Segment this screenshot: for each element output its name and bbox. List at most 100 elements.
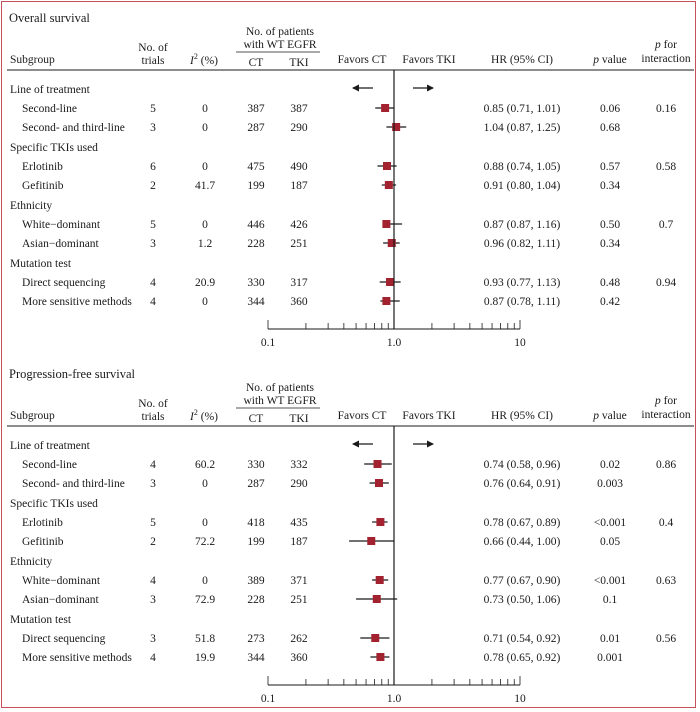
p-value: 0.06 — [600, 103, 620, 115]
i2-value: 0 — [202, 103, 208, 115]
hr-marker — [367, 537, 376, 545]
ct-value: 228 — [247, 238, 265, 250]
hr-ci-value: 0.93 (0.77, 1.13) — [484, 277, 561, 289]
i2-value: 19.9 — [195, 652, 215, 664]
group-label: Specific TKIs used — [10, 142, 98, 154]
favors-tki-arrowhead — [427, 84, 434, 92]
favors-ct-arrowhead — [352, 440, 359, 448]
row-label: White−dominant — [22, 575, 101, 587]
tki-value: 290 — [290, 122, 308, 134]
tki-header: TKI — [289, 413, 308, 425]
hr-marker — [384, 181, 393, 189]
i2-header: I2 (%) — [189, 408, 218, 423]
hr-ci-value: 0.88 (0.74, 1.05) — [484, 161, 561, 173]
tki-value: 251 — [290, 594, 308, 606]
ct-value: 387 — [247, 103, 265, 115]
p-interaction-value: 0.86 — [656, 459, 676, 471]
panel-title: Progression-free survival — [9, 367, 136, 381]
i2-value: 0 — [202, 296, 208, 308]
panel-title: Overall survival — [9, 11, 90, 25]
ct-value: 287 — [247, 478, 265, 490]
hr-ci-value: 0.73 (0.50, 1.06) — [484, 594, 561, 606]
trials-value: 3 — [150, 238, 156, 250]
x-tick-label: 10 — [514, 337, 526, 349]
tki-value: 187 — [290, 536, 308, 548]
row-label: Second- and third-line — [22, 478, 125, 490]
hr-marker — [374, 479, 383, 487]
ct-value: 199 — [247, 180, 265, 192]
ct-value: 475 — [247, 161, 265, 173]
hr-ci-value: 0.85 (0.71, 1.01) — [484, 103, 561, 115]
progression-free-survival-panel: Progression-free survival — [9, 367, 136, 381]
trials-value: 6 — [150, 161, 156, 173]
trials-value: 2 — [150, 536, 156, 548]
favors-ct-label: Favors CT — [338, 410, 387, 422]
hr-ci-value: 0.87 (0.87, 1.16) — [484, 219, 561, 231]
favors-tki-label: Favors TKI — [402, 410, 455, 422]
hr-marker — [371, 634, 380, 642]
tki-value: 262 — [290, 633, 308, 645]
tki-value: 360 — [290, 296, 308, 308]
trials-value: 2 — [150, 180, 156, 192]
p-interaction-value: 0.7 — [659, 219, 674, 231]
p-interaction-header: interaction — [641, 409, 690, 421]
i2-value: 0 — [202, 219, 208, 231]
ct-value: 330 — [247, 459, 265, 471]
group-label: Mutation test — [10, 258, 72, 270]
patients-header: with WT EGFR — [243, 395, 316, 407]
tki-value: 426 — [290, 219, 308, 231]
p-interaction-value: 0.94 — [656, 277, 676, 289]
patients-header: with WT EGFR — [243, 39, 316, 51]
p-value: 0.57 — [600, 161, 620, 173]
hr-marker — [373, 460, 382, 468]
ct-value: 330 — [247, 277, 265, 289]
p-interaction-value: 0.58 — [656, 161, 676, 173]
tki-header: TKI — [289, 57, 308, 69]
i2-value: 51.8 — [195, 633, 215, 645]
hr-marker — [381, 104, 390, 112]
ct-value: 446 — [247, 219, 265, 231]
tki-value: 387 — [290, 103, 308, 115]
trials-value: 5 — [150, 219, 156, 231]
group-label: Ethnicity — [10, 200, 52, 212]
group-label: Mutation test — [10, 614, 72, 626]
i2-value: 0 — [202, 575, 208, 587]
patients-header: No. of patients — [246, 26, 315, 38]
trials-value: 3 — [150, 478, 156, 490]
tki-value: 360 — [290, 652, 308, 664]
hr-marker — [383, 162, 392, 170]
hr-ci-value: 0.74 (0.58, 0.96) — [484, 459, 561, 471]
row-label: Gefitinib — [22, 180, 64, 192]
hr-marker — [387, 239, 396, 247]
hr-ci-value: 0.87 (0.78, 1.11) — [484, 296, 560, 308]
tki-value: 435 — [290, 517, 308, 529]
trials-value: 4 — [150, 459, 156, 471]
x-tick-label: 1.0 — [387, 337, 402, 349]
row-label: Gefitinib — [22, 536, 64, 548]
hr-header: HR (95% CI) — [491, 410, 553, 422]
row-label: More sensitive methods — [22, 296, 132, 308]
group-label: Line of treatment — [10, 440, 91, 452]
i2-value: 20.9 — [195, 277, 215, 289]
hr-ci-value: 0.77 (0.67, 0.90) — [484, 575, 561, 587]
hr-marker — [375, 576, 384, 584]
row-label: Asian−dominant — [22, 238, 100, 250]
trials-value: 5 — [150, 103, 156, 115]
trials-value: 4 — [150, 575, 156, 587]
ct-value: 199 — [247, 536, 265, 548]
trials-header: trials — [142, 55, 166, 67]
ct-value: 273 — [247, 633, 265, 645]
p-value: 0.02 — [600, 459, 620, 471]
hr-marker — [386, 278, 395, 286]
hr-marker — [382, 220, 391, 228]
tki-value: 490 — [290, 161, 308, 173]
row-label: Second-line — [22, 459, 77, 471]
p-interaction-value: 0.63 — [656, 575, 676, 587]
row-label: White−dominant — [22, 219, 101, 231]
hr-ci-value: 0.78 (0.67, 0.89) — [484, 517, 561, 529]
row-label: Direct sequencing — [22, 633, 106, 645]
trials-header: trials — [142, 411, 166, 423]
favors-tki-arrowhead — [427, 440, 434, 448]
ct-header: CT — [249, 57, 264, 69]
